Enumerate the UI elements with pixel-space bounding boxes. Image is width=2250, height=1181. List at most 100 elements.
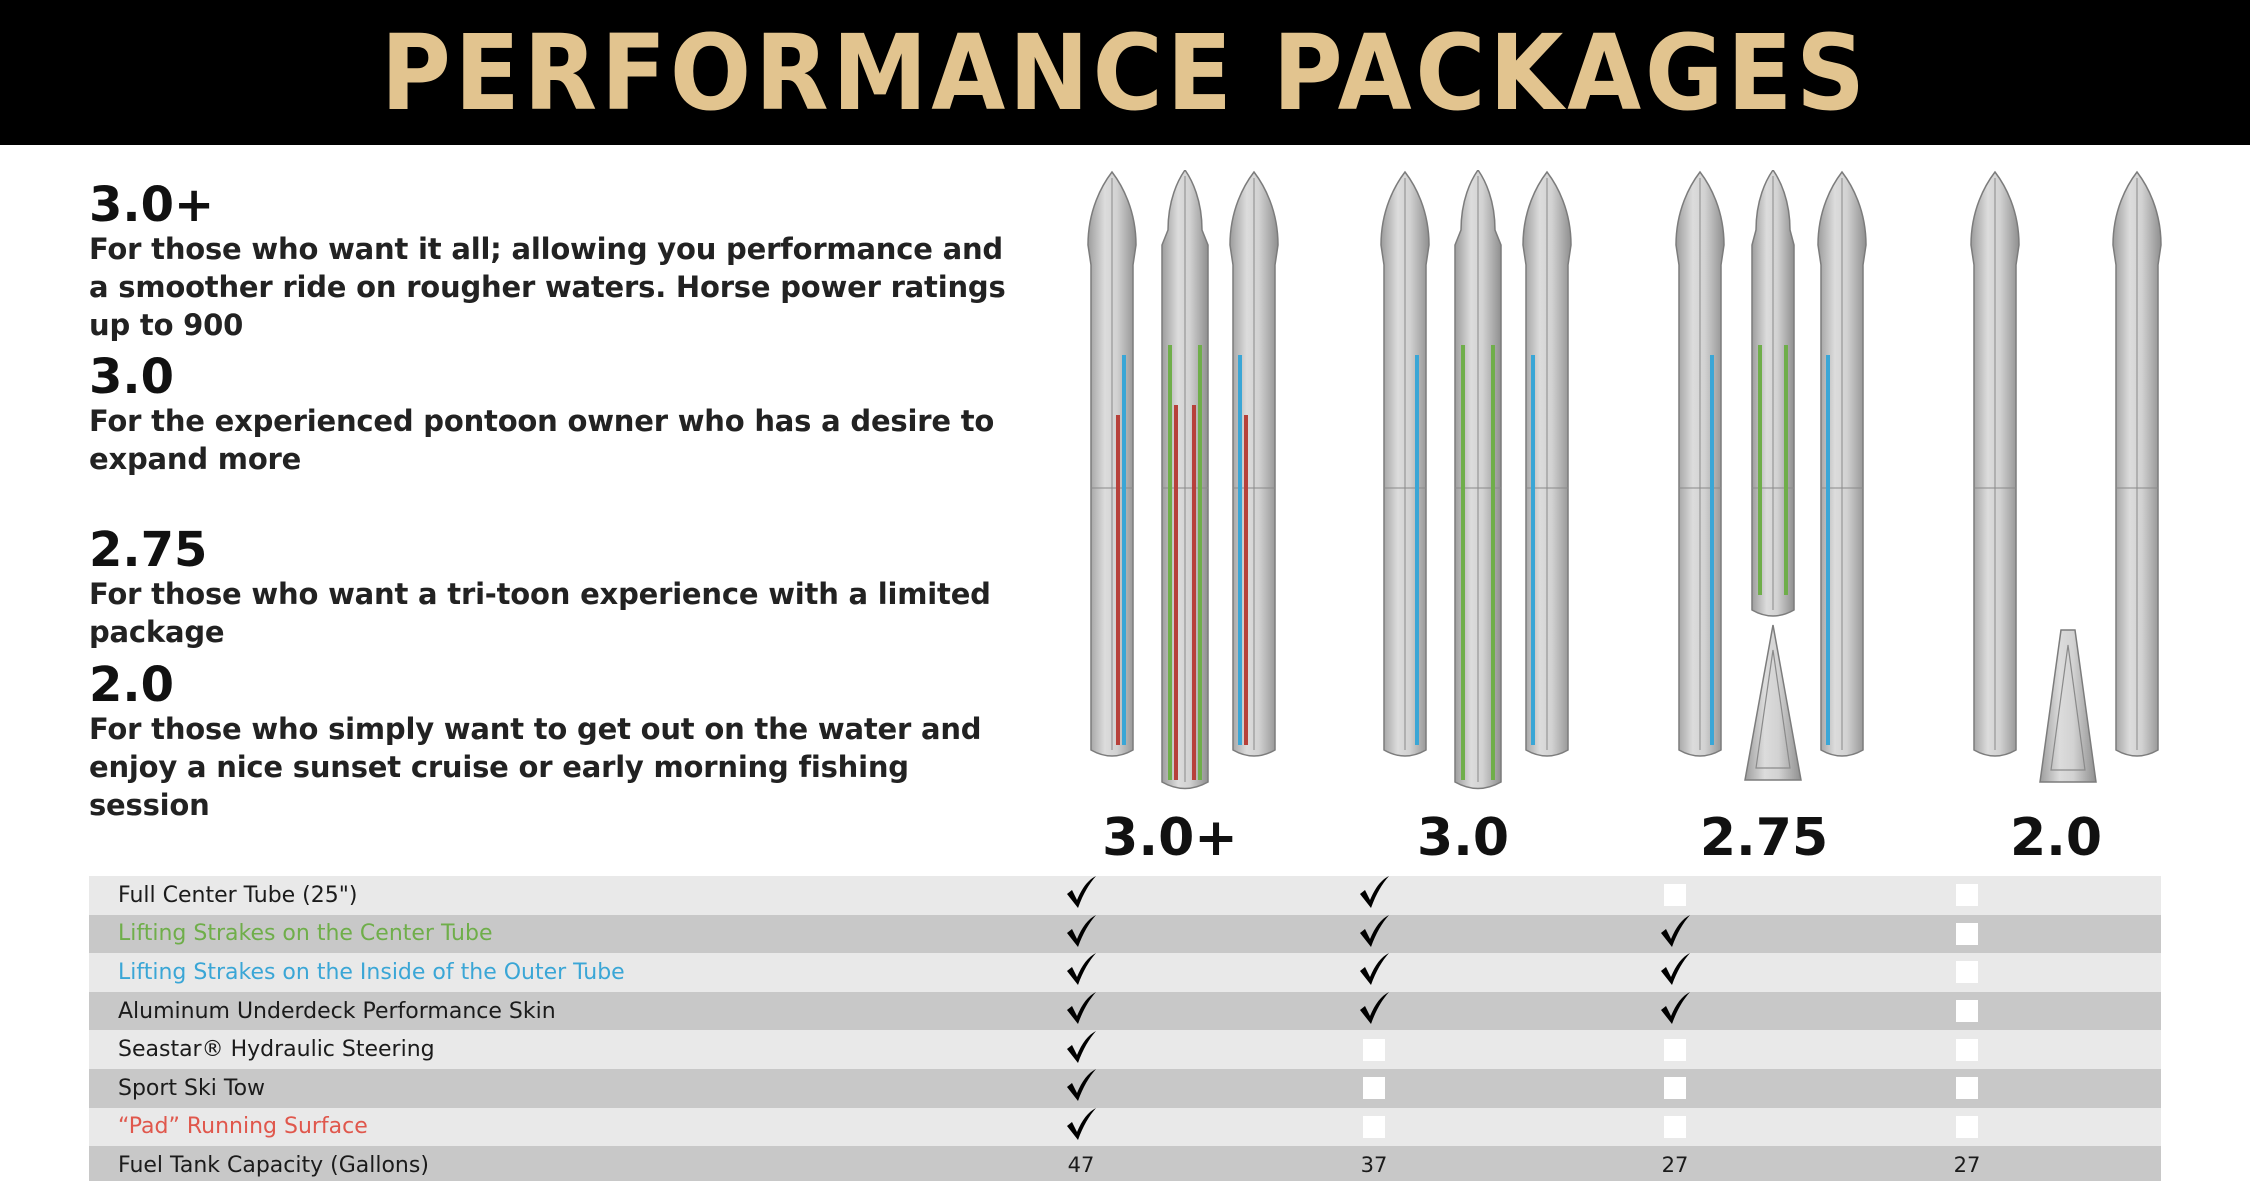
package-description: For those who simply want to get out on …	[89, 712, 982, 823]
empty-box-icon	[1664, 1038, 1686, 1061]
not-included-cell	[1937, 1030, 1997, 1069]
empty-box-icon	[1363, 1038, 1385, 1061]
included-cell	[1344, 992, 1404, 1031]
not-included-cell	[1937, 876, 1997, 915]
checkmark-icon	[1067, 953, 1096, 986]
not-included-cell	[1937, 1108, 1997, 1147]
feature-label: Full Center Tube (25")	[118, 882, 358, 908]
outer-tube-right	[1229, 170, 1279, 757]
checkmark-icon	[1067, 914, 1096, 947]
feature-label: “Pad” Running Surface	[118, 1114, 368, 1140]
empty-box-icon	[1363, 1077, 1385, 1100]
checkmark-icon	[1067, 1069, 1096, 1102]
feature-label: Lifting Strakes on the Inside of the Out…	[118, 959, 625, 985]
tube-set-2-0	[1970, 170, 2162, 783]
fuel-capacity-value: 47	[1051, 1146, 1111, 1181]
not-included-cell	[1937, 992, 1997, 1031]
included-cell	[1051, 914, 1111, 954]
not-included-cell	[1937, 1069, 1997, 1108]
table-row: Aluminum Underdeck Performance Skin	[89, 991, 2161, 1031]
fuel-capacity-number: 27	[1953, 1153, 1981, 1178]
package-description: For those who want it all; allowing you …	[89, 232, 1006, 343]
table-row: “Pad” Running Surface	[89, 1107, 2161, 1147]
column-label-2-75: 2.75	[1699, 808, 1829, 868]
checkmark-icon	[1360, 953, 1389, 986]
table-row: Fuel Tank Capacity (Gallons) 47 37 27 27	[89, 1146, 2161, 1181]
outer-tube-left	[1087, 170, 1137, 757]
included-cell	[1051, 1069, 1111, 1108]
tube-set-3-0	[1380, 170, 1572, 790]
empty-box-icon	[1363, 1115, 1385, 1138]
included-cell	[1645, 953, 1705, 992]
included-cell	[1344, 914, 1404, 954]
center-nosecone	[1744, 624, 1802, 781]
package-name: 3.0	[89, 349, 175, 405]
checkmark-icon	[1067, 992, 1096, 1025]
package-description: For those who want a tri-toon experience…	[89, 577, 991, 650]
column-label-3-0: 3.0	[1416, 808, 1510, 868]
tube-set-3-0-plus	[1087, 170, 1279, 790]
column-label-3-0-plus: 3.0+	[1102, 808, 1238, 868]
package-name: 3.0+	[89, 177, 215, 233]
package-3-0: 3.0 For the experienced pontoon owner wh…	[89, 352, 1019, 478]
checkmark-icon	[1067, 1107, 1096, 1140]
checkmark-icon	[1360, 992, 1389, 1025]
checkmark-icon	[1360, 876, 1389, 909]
feature-label: Fuel Tank Capacity (Gallons)	[118, 1152, 429, 1178]
outer-tube-left	[1970, 170, 2020, 757]
not-included-cell	[1937, 915, 1997, 954]
table-row: Lifting Strakes on the Inside of the Out…	[89, 953, 2161, 992]
included-cell	[1051, 1107, 1111, 1147]
empty-box-icon	[1956, 961, 1978, 984]
table-row: Full Center Tube (25")	[89, 876, 2161, 915]
table-row: Seastar® Hydraulic Steering	[89, 1030, 2161, 1069]
fuel-capacity-number: 27	[1661, 1153, 1689, 1178]
empty-box-icon	[1956, 1077, 1978, 1100]
empty-box-icon	[1956, 1038, 1978, 1061]
checkmark-icon	[1661, 914, 1690, 947]
feature-comparison-table: Full Center Tube (25") Lifting Strakes on…	[89, 876, 2161, 1181]
checkmark-icon	[1360, 914, 1389, 947]
package-2-75: 2.75 For those who want a tri-toon exper…	[89, 525, 1019, 651]
included-cell	[1051, 953, 1111, 992]
not-included-cell	[1645, 1030, 1705, 1069]
fuel-capacity-value: 27	[1937, 1146, 1997, 1181]
feature-label: Lifting Strakes on the Center Tube	[118, 921, 493, 947]
fuel-capacity-value: 37	[1344, 1146, 1404, 1181]
fuel-capacity-number: 47	[1067, 1153, 1095, 1178]
empty-box-icon	[1956, 1115, 1978, 1138]
feature-label: Seastar® Hydraulic Steering	[118, 1037, 435, 1063]
checkmark-icon	[1067, 876, 1096, 909]
not-included-cell	[1645, 876, 1705, 915]
included-cell	[1051, 1030, 1111, 1069]
checkmark-icon	[1067, 1030, 1096, 1063]
empty-box-icon	[1664, 1077, 1686, 1100]
package-2-0: 2.0 For those who simply want to get out…	[89, 660, 1019, 824]
empty-box-icon	[1664, 884, 1686, 907]
checkmark-icon	[1661, 953, 1690, 986]
empty-box-icon	[1956, 1000, 1978, 1023]
table-row: Sport Ski Tow	[89, 1068, 2161, 1108]
empty-box-icon	[1664, 1115, 1686, 1138]
column-label-2-0: 2.0	[2009, 808, 2103, 868]
included-cell	[1645, 914, 1705, 954]
package-name: 2.0	[89, 657, 175, 713]
outer-tube-right	[1817, 170, 1867, 757]
fuel-capacity-number: 37	[1360, 1153, 1388, 1178]
page-title: PERFORMANCE PACKAGES	[381, 11, 1869, 134]
not-included-cell	[1344, 1030, 1404, 1069]
short-center-tube	[1751, 170, 1795, 617]
center-tube	[1454, 170, 1502, 790]
included-cell	[1051, 876, 1111, 915]
center-nosecone	[2039, 629, 2097, 783]
not-included-cell	[1344, 1108, 1404, 1147]
tube-diagrams	[1087, 170, 2162, 790]
checkmark-icon	[1661, 992, 1690, 1025]
empty-box-icon	[1956, 884, 1978, 907]
feature-label: Sport Ski Tow	[118, 1075, 266, 1101]
included-cell	[1344, 876, 1404, 915]
package-3-0-plus: 3.0+ For those who want it all; allowing…	[89, 180, 1019, 344]
not-included-cell	[1645, 1108, 1705, 1147]
fuel-capacity-value: 27	[1645, 1146, 1705, 1181]
feature-label: Aluminum Underdeck Performance Skin	[118, 998, 556, 1024]
